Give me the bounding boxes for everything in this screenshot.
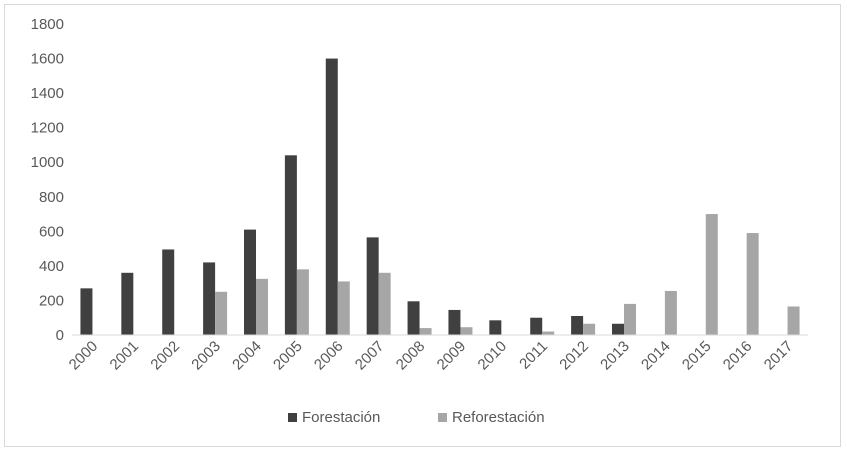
legend-label-forestacion: Forestación xyxy=(302,409,380,426)
bar-reforestacion-2012 xyxy=(583,323,596,335)
bar-forestacion-2009 xyxy=(448,309,461,335)
bar-forestacion-2004 xyxy=(244,229,256,335)
bar-reforestacion-2011 xyxy=(542,331,555,335)
legend-swatch-reforestacion xyxy=(438,413,447,422)
x-tick-label: 2015 xyxy=(679,338,715,374)
bar-reforestacion-2004 xyxy=(256,278,268,335)
y-tick-label: 1600 xyxy=(31,51,64,68)
y-tick-label: 0 xyxy=(56,327,64,344)
y-tick-label: 600 xyxy=(39,223,64,240)
y-tick-label: 400 xyxy=(39,258,64,275)
bar-forestacion-2011 xyxy=(530,317,543,335)
x-tick-label: 2001 xyxy=(107,338,143,374)
legend: Forestación Reforestación xyxy=(288,409,545,426)
x-tick-label: 2005 xyxy=(270,338,306,374)
x-tick-label: 2000 xyxy=(66,338,102,374)
y-tick-label: 1800 xyxy=(31,16,64,33)
bar-forestacion-2013 xyxy=(612,323,624,335)
x-tick-label: 2014 xyxy=(638,338,674,374)
bar-forestacion-2006 xyxy=(325,58,338,336)
bar-reforestacion-2014 xyxy=(664,290,677,335)
x-axis-ticks: 2000 2001 2002 2003 2004 2005 2006 2007 2008 2009… xyxy=(66,338,797,374)
bar-forestacion-2001 xyxy=(121,272,134,335)
chart-frame xyxy=(4,4,841,447)
x-tick-label: 2006 xyxy=(311,338,347,374)
bar-forestacion-2007 xyxy=(366,237,379,335)
x-tick-label: 2011 xyxy=(516,338,551,373)
bar-reforestacion-2017 xyxy=(787,306,800,335)
bar-reforestacion-2007 xyxy=(378,272,391,335)
bar-reforestacion-2009 xyxy=(460,327,473,335)
y-tick-label: 1400 xyxy=(31,85,64,102)
bar-reforestacion-2016 xyxy=(746,233,759,335)
x-tick-label: 2002 xyxy=(147,338,183,374)
x-tick-label: 2012 xyxy=(556,338,592,374)
bar-reforestacion-2003 xyxy=(215,291,228,335)
legend-label-reforestacion: Reforestación xyxy=(452,409,545,426)
y-tick-label: 200 xyxy=(39,292,64,309)
bars xyxy=(80,58,800,336)
bar-forestacion-2012 xyxy=(571,315,584,335)
y-tick-label: 800 xyxy=(39,189,64,206)
x-tick-label: 2007 xyxy=(352,338,388,374)
bar-forestacion-2000 xyxy=(80,288,93,335)
x-tick-label: 2017 xyxy=(761,338,797,374)
bar-reforestacion-2008 xyxy=(419,328,432,335)
y-tick-label: 1200 xyxy=(31,120,64,137)
bar-forestacion-2005 xyxy=(284,155,297,335)
bar-forestacion-2010 xyxy=(489,320,502,335)
x-tick-label: 2013 xyxy=(597,338,633,374)
bar-forestacion-2008 xyxy=(407,301,420,335)
bar-forestacion-2003 xyxy=(203,262,216,335)
bar-reforestacion-2013 xyxy=(624,303,636,335)
legend-swatch-forestacion xyxy=(288,413,297,422)
x-tick-label: 2016 xyxy=(720,338,756,374)
x-tick-label: 2008 xyxy=(393,338,429,374)
bar-reforestacion-2006 xyxy=(337,281,350,335)
bar-reforestacion-2015 xyxy=(705,214,718,335)
x-tick-label: 2003 xyxy=(188,338,224,374)
y-tick-label: 1000 xyxy=(31,154,64,171)
x-tick-label: 2009 xyxy=(434,338,470,374)
bar-reforestacion-2005 xyxy=(296,269,309,335)
y-axis-ticks: 0 200 400 600 800 1000 1200 1400 1600 1800 xyxy=(31,16,64,344)
x-tick-label: 2010 xyxy=(475,338,511,374)
x-tick-label: 2004 xyxy=(229,338,265,374)
bar-forestacion-2002 xyxy=(162,249,175,335)
